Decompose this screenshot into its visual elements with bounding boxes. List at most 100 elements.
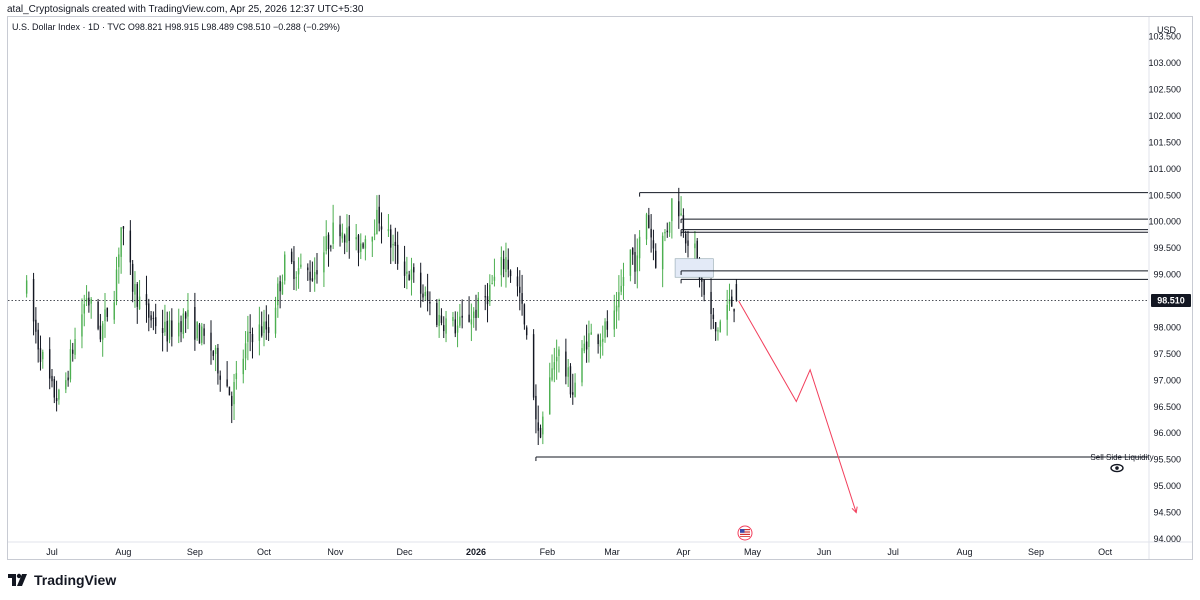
candle-body [219, 375, 221, 380]
chart-attribution: atal_Cryptosignals created with TradingV… [7, 4, 364, 15]
candle-body [242, 358, 244, 375]
candle-body [327, 234, 330, 250]
candle-body [731, 296, 733, 307]
candle-body [555, 356, 558, 362]
candle-body [542, 416, 544, 435]
candle-body [516, 276, 519, 287]
candle-body [682, 215, 685, 232]
last-price-marker: 98.510 [1151, 294, 1191, 308]
candle-body [99, 325, 102, 340]
candle-body [406, 271, 408, 274]
tradingview-logo[interactable]: TradingView [8, 572, 116, 588]
eye-icon[interactable] [1110, 463, 1124, 473]
candle-body [459, 316, 461, 326]
candle-body [396, 244, 399, 264]
projection-line [738, 300, 857, 513]
candle-body [701, 278, 703, 282]
candle-body [348, 226, 350, 241]
candle-body [532, 334, 535, 398]
candle-body [67, 377, 69, 381]
candle-body [394, 241, 397, 246]
candle-body [408, 274, 410, 281]
candle-body [346, 227, 348, 243]
candle-body [355, 237, 357, 240]
time-tick-label: Sep [187, 547, 203, 557]
candle-body [604, 321, 606, 338]
candle-body [217, 347, 219, 374]
tradingview-logo-icon [8, 573, 27, 586]
candle-body [48, 349, 51, 379]
candle-series[interactable] [8, 187, 1148, 446]
candle-body [655, 250, 657, 268]
candle-body [150, 315, 152, 321]
candle-body [413, 267, 415, 273]
candle-body [622, 277, 625, 287]
candle-body [436, 302, 438, 325]
candle-body [247, 331, 249, 342]
candle-body [468, 314, 470, 322]
candle-body [733, 309, 735, 312]
price-tick-label: 101.500 [1148, 137, 1181, 147]
candle-body [588, 333, 590, 347]
price-tick-label: 95.000 [1153, 481, 1181, 491]
price-tick-label: 100.500 [1148, 190, 1181, 200]
candle-body [300, 264, 302, 267]
candle-body [565, 351, 567, 377]
time-axis[interactable]: Jul Aug Sep Oct Nov Dec 2026 Feb Mar Apr May Jun Jul… [46, 547, 1112, 557]
candle-body [507, 259, 509, 270]
candle-body [293, 261, 295, 280]
candle-body [634, 251, 636, 272]
candle-body [680, 213, 682, 216]
candle-body [284, 254, 286, 281]
candle-body [88, 297, 90, 306]
candle-body [371, 236, 374, 242]
us-flag-icon[interactable] [737, 525, 753, 541]
price-tick-label: 102.500 [1148, 85, 1181, 95]
candle-body [297, 268, 300, 275]
sell-side-liquidity-annotation[interactable]: Sell Side Liquidity [1090, 453, 1154, 473]
candle-body [120, 227, 122, 257]
chart-frame[interactable]: USD 94.000 94.500 95.000 95.500 96.000 96.500… [7, 16, 1193, 560]
candle-body [509, 270, 512, 277]
candle-body [72, 349, 74, 354]
candle-body [81, 314, 83, 337]
candle-body [505, 257, 507, 273]
price-tick-label: 99.000 [1153, 270, 1181, 280]
candle-body [378, 206, 380, 224]
symbol-legend: U.S. Dollar Index · 1D · TVC O98.821 H98… [12, 22, 341, 32]
candle-body [35, 319, 37, 332]
price-tick-label: 96.000 [1153, 428, 1181, 438]
candle-body [39, 348, 42, 362]
candle-body [631, 247, 634, 255]
candle-body [489, 284, 491, 302]
candle-body [249, 331, 251, 334]
candle-body [69, 349, 72, 380]
price-axis[interactable]: 94.000 94.500 95.000 95.500 96.000 96.500 97.0… [1148, 32, 1181, 544]
candle-body [726, 304, 728, 320]
order-block-zone [674, 258, 714, 278]
candle-body [572, 392, 574, 395]
candle-body [90, 299, 92, 304]
projection-arrowhead [851, 506, 858, 514]
candle-body [364, 239, 367, 249]
candle-body [101, 323, 104, 340]
candle-body [235, 373, 238, 380]
candle-body [201, 326, 203, 343]
candle-body [134, 284, 136, 295]
level-lines[interactable] [535, 192, 1148, 462]
time-tick-label: Jul [887, 547, 899, 557]
projection-path[interactable] [738, 300, 858, 514]
candle-body [53, 379, 56, 398]
chart-svg[interactable]: USD 94.000 94.500 95.000 95.500 96.000 96.500… [8, 17, 1192, 559]
time-tick-label: May [744, 547, 762, 557]
candle-body [638, 236, 641, 259]
candle-body [648, 215, 650, 229]
sell-side-liquidity-label: Sell Side Liquidity [1090, 453, 1153, 462]
candle-body [210, 332, 212, 351]
candle-body [279, 281, 281, 292]
time-tick-label: Oct [257, 547, 272, 557]
candle-body [83, 304, 85, 314]
candle-body [537, 422, 539, 431]
candle-body [380, 226, 383, 230]
candle-body [58, 389, 60, 400]
